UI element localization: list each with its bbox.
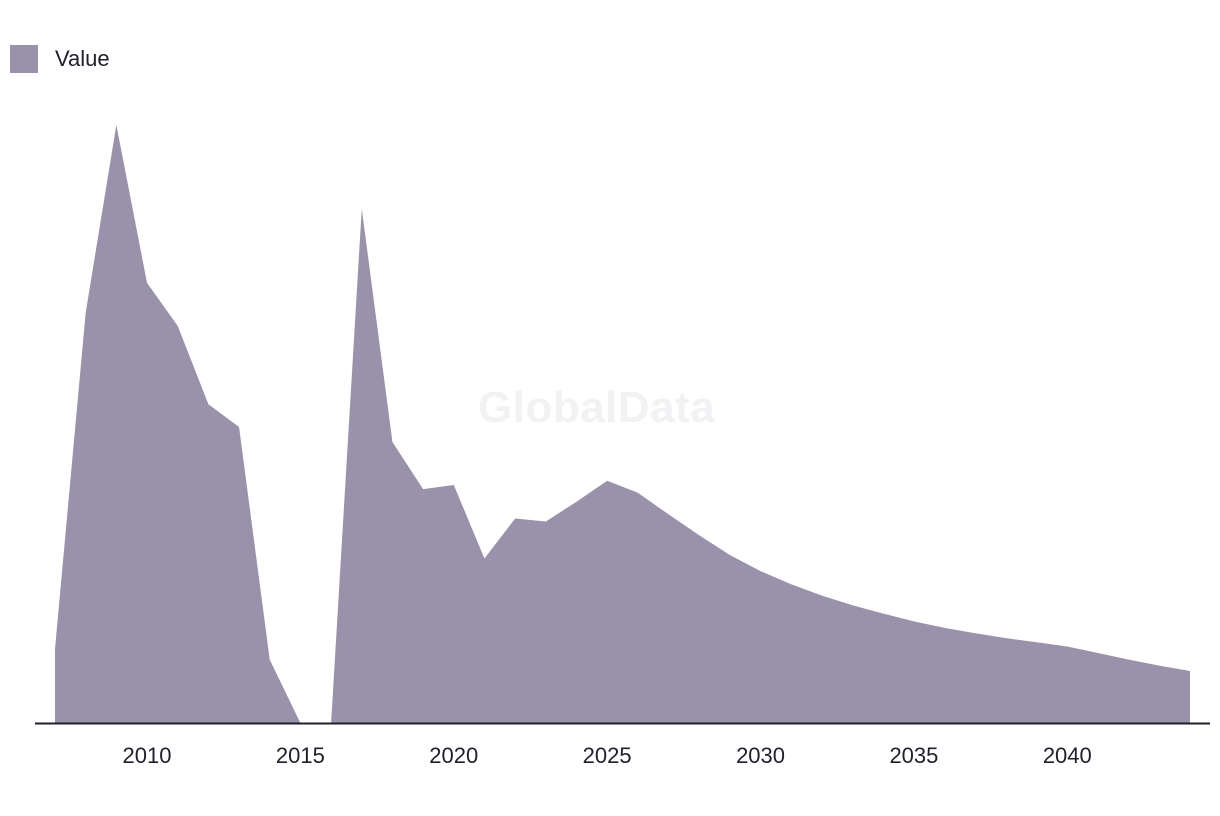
watermark: GlobalData <box>478 383 716 432</box>
x-tick-label: 2025 <box>583 743 632 768</box>
x-tick-label: 2035 <box>889 743 938 768</box>
x-tick-label: 2030 <box>736 743 785 768</box>
plot-area <box>55 125 1190 723</box>
x-tick-label: 2010 <box>123 743 172 768</box>
x-axis-ticks: 2010 2015 2020 2025 2030 2035 2040 <box>123 743 1092 768</box>
series-area-value <box>55 125 1190 723</box>
x-tick-label: 2040 <box>1043 743 1092 768</box>
x-tick-label: 2015 <box>276 743 325 768</box>
legend-label: Value <box>55 46 110 71</box>
x-tick-label: 2020 <box>429 743 478 768</box>
legend: Value <box>10 45 110 73</box>
legend-swatch <box>10 45 38 73</box>
